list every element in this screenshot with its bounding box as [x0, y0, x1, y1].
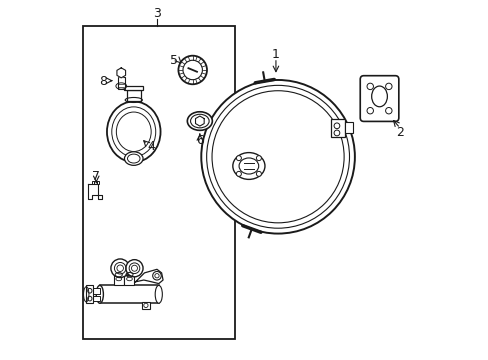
Circle shape — [178, 56, 206, 84]
Bar — [124, 86, 143, 90]
Text: 1: 1 — [271, 48, 279, 61]
Circle shape — [201, 80, 354, 234]
Bar — [100, 285, 159, 303]
Ellipse shape — [155, 285, 162, 303]
Bar — [124, 275, 134, 285]
Bar — [90, 296, 100, 301]
FancyBboxPatch shape — [360, 76, 398, 121]
Circle shape — [125, 260, 143, 277]
Ellipse shape — [96, 285, 103, 303]
Text: 6: 6 — [196, 134, 203, 147]
Ellipse shape — [187, 112, 212, 130]
Polygon shape — [135, 269, 163, 284]
Bar — [330, 119, 344, 136]
Polygon shape — [117, 68, 125, 78]
Circle shape — [236, 171, 241, 176]
Text: 5: 5 — [169, 54, 178, 67]
Circle shape — [256, 171, 261, 176]
Bar — [127, 90, 140, 102]
Text: 4: 4 — [147, 140, 155, 153]
Bar — [94, 181, 97, 184]
Bar — [86, 285, 93, 303]
Circle shape — [111, 259, 129, 278]
Ellipse shape — [87, 288, 92, 293]
Ellipse shape — [124, 152, 143, 165]
Bar — [344, 122, 352, 133]
Bar — [118, 77, 124, 89]
Bar — [142, 302, 149, 309]
Ellipse shape — [232, 153, 264, 179]
Circle shape — [256, 156, 261, 161]
Bar — [92, 181, 94, 184]
Text: 2: 2 — [395, 126, 404, 139]
Circle shape — [236, 156, 241, 161]
Bar — [90, 288, 100, 294]
Text: 3: 3 — [153, 8, 161, 21]
Bar — [83, 26, 234, 339]
Polygon shape — [88, 184, 102, 199]
Text: 8: 8 — [99, 75, 107, 88]
Polygon shape — [195, 116, 204, 126]
Bar — [97, 181, 99, 184]
Ellipse shape — [87, 296, 92, 301]
Bar — [114, 275, 123, 285]
Text: 7: 7 — [91, 170, 100, 183]
Ellipse shape — [107, 102, 160, 162]
